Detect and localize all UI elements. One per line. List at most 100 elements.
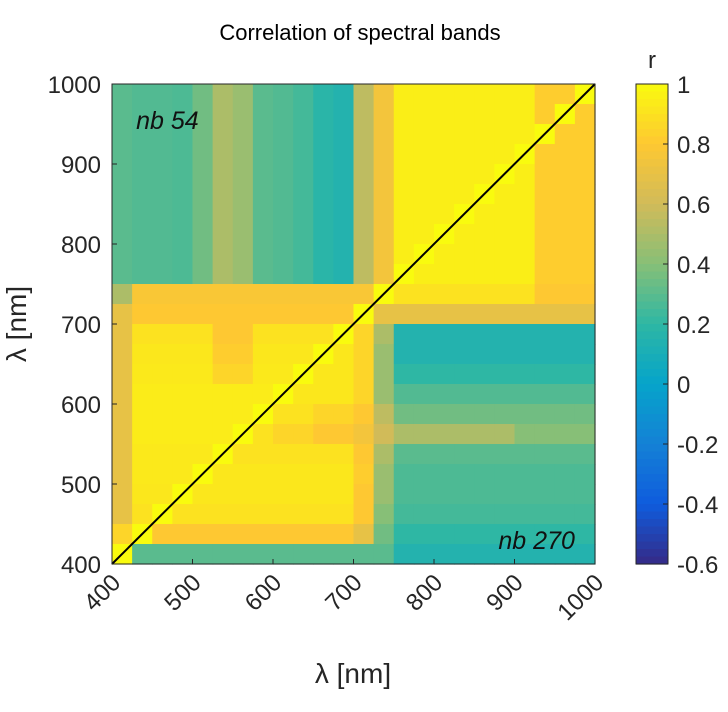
colorbar-segment (636, 534, 668, 543)
colorbar-segment (636, 301, 668, 310)
heatmap-cell (192, 184, 214, 205)
heatmap-cell (514, 184, 536, 205)
heatmap-cell (212, 544, 234, 565)
heatmap-cell (232, 124, 254, 145)
heatmap-cell (273, 524, 294, 545)
heatmap-cell (293, 344, 314, 365)
heatmap-cell (554, 84, 576, 105)
heatmap-cell (474, 204, 495, 225)
heatmap-cell (273, 344, 294, 365)
heatmap-cell (373, 464, 395, 485)
heatmap-cell (534, 524, 556, 545)
heatmap-cell (172, 464, 194, 485)
heatmap-cell (313, 124, 334, 145)
heatmap-cell (534, 84, 556, 105)
heatmap-cell (534, 324, 556, 345)
heatmap-cell (393, 424, 415, 445)
heatmap-cell (454, 304, 475, 325)
heatmap-cell (192, 444, 214, 465)
heatmap-cell (434, 264, 455, 285)
heatmap-cell (132, 104, 153, 125)
colorbar-segment (636, 294, 668, 303)
heatmap-cell (112, 224, 133, 245)
heatmap-cell (574, 324, 596, 345)
heatmap-cell (494, 444, 516, 465)
heatmap-cell (192, 404, 214, 425)
colorbar-segment (636, 399, 668, 408)
colorbar-segment (636, 324, 668, 333)
y-tick-label: 400 (61, 552, 101, 579)
heatmap-cell (192, 224, 214, 245)
colorbar-tick-label: 0.8 (677, 132, 710, 159)
colorbar-segment (636, 339, 668, 348)
heatmap-cell (474, 444, 495, 465)
heatmap-cell (393, 404, 415, 425)
heatmap-cell (393, 384, 415, 405)
heatmap-cell (534, 204, 556, 225)
colorbar-segment (636, 354, 668, 363)
heatmap-cell (192, 284, 214, 305)
heatmap-cell (454, 164, 475, 185)
heatmap-cell (132, 204, 153, 225)
heatmap-cell (252, 224, 274, 245)
colorbar-segment (636, 346, 668, 355)
colorbar-segment (636, 279, 668, 288)
heatmap-cell (574, 464, 596, 485)
heatmap-cell (232, 84, 254, 105)
heatmap-cell (333, 304, 355, 325)
heatmap-cell (514, 544, 536, 565)
heatmap-cell (333, 384, 355, 405)
x-tick-label: 700 (320, 569, 367, 616)
heatmap-cell (474, 384, 495, 405)
heatmap-cell (373, 264, 395, 285)
heatmap-cell (393, 184, 415, 205)
heatmap-cell (474, 84, 495, 105)
heatmap-cell (333, 504, 355, 525)
colorbar-segment (636, 489, 668, 498)
heatmap-cell (172, 144, 194, 165)
heatmap-cell (574, 184, 596, 205)
heatmap-cell (252, 264, 274, 285)
heatmap-cell (112, 404, 133, 425)
heatmap-cell (252, 424, 274, 445)
heatmap-cell (554, 364, 576, 385)
heatmap-cell (212, 204, 234, 225)
heatmap-cell (132, 264, 153, 285)
heatmap-cell (574, 164, 596, 185)
heatmap-cell (434, 464, 455, 485)
heatmap-cell (232, 244, 254, 265)
heatmap-cell (232, 104, 254, 125)
heatmap-cell (494, 284, 516, 305)
heatmap-cell (333, 484, 355, 505)
heatmap-cell (574, 404, 596, 425)
heatmap-cell (273, 424, 294, 445)
heatmap-cell (454, 364, 475, 385)
heatmap-cell (273, 324, 294, 345)
heatmap-cell (373, 544, 395, 565)
heatmap-cell (273, 104, 294, 125)
colorbar-tick-label: 1 (677, 72, 690, 99)
heatmap-cell (252, 344, 274, 365)
heatmap-cell (353, 484, 375, 505)
y-tick-label: 500 (61, 472, 101, 499)
heatmap-cell (112, 464, 133, 485)
colorbar-segment (636, 384, 668, 393)
heatmap-cell (252, 324, 274, 345)
heatmap-cell (152, 444, 173, 465)
heatmap-cell (192, 164, 214, 185)
heatmap-cell (212, 364, 234, 385)
heatmap-cell (413, 224, 435, 245)
heatmap-cell (313, 504, 334, 525)
heatmap-cell (172, 204, 194, 225)
heatmap-cell (112, 124, 133, 145)
colorbar-segment (636, 84, 668, 93)
heatmap-cell (514, 444, 536, 465)
heatmap-cell (313, 404, 334, 425)
heatmap-cell (293, 304, 314, 325)
heatmap-cell (454, 504, 475, 525)
heatmap-cell (313, 104, 334, 125)
colorbar-segment (636, 121, 668, 130)
heatmap-cell (313, 364, 334, 385)
heatmap-cell (574, 284, 596, 305)
